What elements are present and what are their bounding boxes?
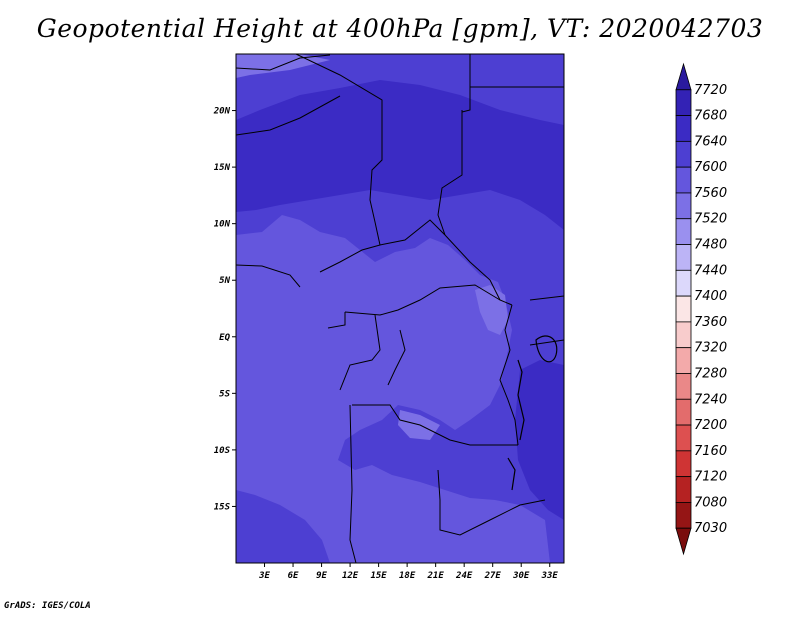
colorbar-swatch	[675, 450, 692, 478]
grads-credit: GrADS: IGES/COLA	[4, 601, 91, 611]
colorbar-label: 7240	[694, 392, 727, 407]
x-tick-label: 12E	[342, 571, 359, 581]
x-tick-label: 24E	[455, 571, 473, 581]
field-7560-7600	[236, 215, 550, 563]
border-line	[437, 469, 546, 536]
x-tick-label: 30E	[512, 571, 530, 581]
border-line	[387, 329, 406, 386]
colorbar-label: 7200	[694, 418, 727, 433]
border-line	[437, 110, 463, 236]
border-line	[461, 54, 471, 113]
height-field	[236, 54, 564, 563]
country-borders	[236, 54, 564, 563]
colorbar-swatch	[675, 398, 692, 426]
colorbar-swatch	[675, 89, 692, 116]
border-line	[444, 234, 513, 306]
colorbar-swatch	[675, 347, 692, 374]
colorbar-swatch	[675, 527, 692, 556]
colorbar-swatch	[675, 244, 692, 271]
x-tick-label: 33E	[541, 571, 559, 581]
field-7640-7680	[515, 360, 564, 520]
colorbar-swatch	[675, 321, 692, 349]
colorbar-label: 7280	[694, 366, 727, 381]
border-line	[295, 54, 383, 246]
colorbar-swatch	[675, 218, 692, 245]
border-line	[339, 314, 381, 391]
field-7520-7560	[475, 285, 508, 335]
y-tick-label: 10S	[214, 446, 231, 456]
border-line	[236, 95, 341, 136]
colorbar-label: 7400	[694, 289, 727, 304]
lake-outline	[507, 457, 516, 491]
x-tick-label: 27E	[484, 571, 502, 581]
border-line	[344, 284, 501, 316]
colorbar-label: 7160	[694, 444, 727, 459]
map-frame	[235, 53, 565, 564]
colorbar-label: 7080	[694, 495, 727, 510]
colorbar-swatch	[675, 476, 692, 503]
colorbar-swatch	[675, 62, 692, 91]
x-tick-label: 6E	[288, 571, 299, 581]
border-line	[236, 264, 301, 288]
y-tick-label: 5N	[219, 276, 230, 286]
border-line	[236, 54, 331, 71]
y-tick-label: 10N	[214, 220, 231, 230]
colorbar-label: 7680	[694, 109, 727, 124]
colorbar-label: 7360	[694, 315, 727, 330]
colorbar-swatch	[675, 166, 692, 194]
axis-ticks: 3E 6E 9E 12E 15E 18E 21E 24E 27E 30E 33E 20N 15N 10N 5…	[213, 107, 559, 581]
x-tick-label: 9E	[316, 571, 327, 581]
field-7640-7680	[236, 80, 564, 230]
colorbar-label: 7520	[694, 212, 727, 227]
colorbar-label: 7600	[694, 160, 727, 175]
y-tick-label: 20N	[213, 107, 231, 117]
x-tick-label: 15E	[370, 571, 387, 581]
y-tick-label: EQ	[219, 333, 230, 343]
colorbar-swatch	[675, 140, 692, 168]
colorbar-label: 7640	[694, 134, 727, 149]
border-line	[529, 339, 564, 346]
border-line	[352, 404, 518, 446]
colorbar-swatch	[675, 115, 692, 142]
border-line	[349, 404, 357, 563]
border-line	[379, 219, 446, 246]
lake-outline	[535, 335, 558, 363]
y-tick-label: 15N	[214, 163, 231, 173]
colorbar-label: 7320	[694, 341, 727, 356]
colorbar-swatch	[675, 269, 692, 297]
lake-outline	[517, 359, 525, 441]
colorbar-label: 7120	[694, 470, 727, 485]
colorbar-label: 7480	[694, 238, 727, 253]
border-line	[319, 244, 381, 273]
colorbar-label: 7560	[694, 186, 727, 201]
y-tick-label: 5S	[219, 389, 230, 399]
x-tick-label: 3E	[258, 571, 270, 581]
border-line	[529, 295, 564, 301]
colorbar-swatch	[675, 295, 692, 323]
x-tick-label: 21E	[427, 571, 445, 581]
colorbar-swatch	[675, 502, 692, 529]
colorbar-swatch	[675, 192, 692, 220]
x-tick-label: 18E	[399, 571, 416, 581]
colorbar-swatch	[675, 373, 692, 400]
border-line	[327, 312, 346, 329]
colorbar-label: 7030	[694, 521, 727, 536]
y-tick-label: 15S	[214, 502, 231, 512]
border-line	[499, 304, 519, 446]
colorbar-label: 7440	[694, 263, 727, 278]
colorbar: 7720 7680 7640 7600 7560 7520 7480 7440 7400 7360…	[675, 62, 727, 556]
lakes	[507, 335, 558, 491]
colorbar-swatch	[675, 424, 692, 452]
colorbar-label: 7720	[694, 83, 727, 98]
field-7520-7560	[236, 54, 330, 78]
map-title: Geopotential Height at 400hPa [gpm], VT:…	[36, 14, 764, 43]
